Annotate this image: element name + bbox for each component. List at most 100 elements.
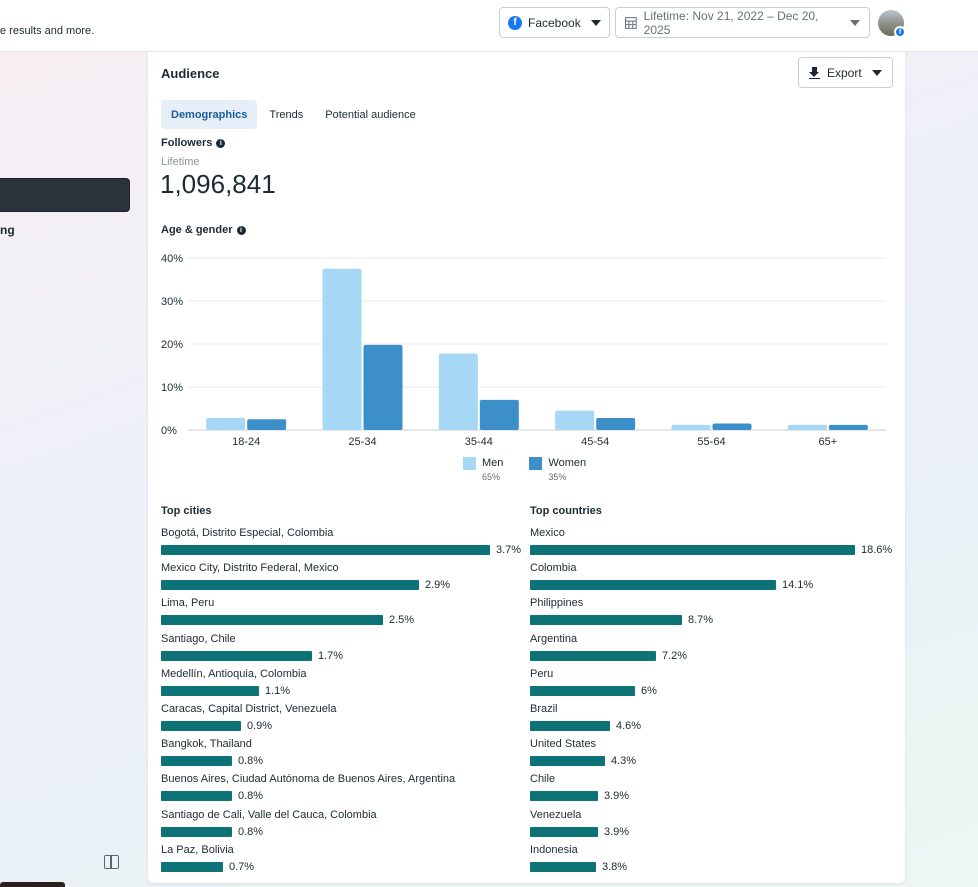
list-item-percent: 3.7% [496,544,522,556]
list-item-bar [530,720,610,731]
info-icon[interactable]: i [216,138,226,148]
legend-item-men[interactable]: Men 65% [463,457,503,482]
x-tick-label: 25-34 [348,436,376,448]
page-subtitle: e results and more. [0,25,95,37]
list-item-percent: 2.5% [389,614,415,627]
list-item: United States 4.3% [530,737,895,772]
list-item-percent: 1.7% [318,649,344,662]
tab-demographics[interactable]: Demographics [161,100,258,129]
list-item-percent: 4.3% [611,755,637,768]
list-item-label: Philippines [530,597,584,610]
chevron-down-icon [872,69,882,76]
legend-swatch-men [463,457,476,470]
list-item-bar [530,650,656,661]
list-item-label: Buenos Aires, Ciudad Autónoma de Buenos … [161,773,456,786]
bar-men-65+[interactable] [787,424,827,430]
legend-pct-men: 65% [482,472,501,482]
bar-men-35-44[interactable] [438,353,478,430]
audience-card: Audience Export Demographics Trends Pote… [148,52,905,883]
list-item: Peru 6% [530,667,895,702]
platform-selector[interactable]: f Facebook [499,7,610,38]
y-tick-label: 0% [161,425,177,437]
top-cities-list: Bogotá, Distrito Especial, Colombia 3.7% M… [161,526,526,878]
list-item-percent: 2.9% [425,579,451,592]
y-tick-label: 30% [161,296,183,308]
list-item-percent: 3.8% [602,860,628,873]
list-item-label: La Paz, Bolivia [161,843,234,856]
sidebar-item-label[interactable]: ng [0,223,15,237]
list-item: Bangkok, Thailand 0.8% [161,737,526,772]
list-item-label: Santiago de Cali, Valle del Cauca, Colom… [161,808,377,821]
list-item: Colombia 14.1% [530,561,895,596]
list-item: Buenos Aires, Ciudad Autónoma de Buenos … [161,772,526,807]
y-tick-label: 10% [161,382,183,394]
list-item: La Paz, Bolivia 0.7% [161,843,526,878]
list-item-label: Chile [530,773,556,786]
audience-tabs: Demographics Trends Potential audience [161,100,428,129]
facebook-badge-icon: f [894,26,906,38]
bar-men-25-34[interactable] [322,268,362,430]
bar-men-45-54[interactable] [555,410,595,430]
followers-count: 1,096,841 [160,169,276,199]
top-countries-list: Mexico 18.6% Colombia 14.1% Philippines 8.7% A… [530,526,895,878]
list-item-percent: 0.8% [238,755,264,768]
bar-women-35-44[interactable] [479,399,519,430]
legend-item-women[interactable]: Women 35% [529,457,586,482]
age-gender-label: Age & gender [161,224,233,236]
tab-potential-audience[interactable]: Potential audience [325,108,416,121]
list-item-bar [161,650,312,661]
list-item-percent: 6% [641,684,657,697]
bar-men-55-64[interactable] [671,424,711,430]
list-item-bar [161,685,259,696]
list-item-percent: 8.7% [688,614,714,627]
export-label: Export [827,65,862,80]
age-gender-chart: 0% 10% 20% 30% 40% 18-24 25-34 35-44 45-54 55-64 6… [161,253,886,448]
bar-men-18-24[interactable] [206,417,246,430]
y-tick-label: 40% [161,253,183,265]
sidebar-dark-button[interactable] [0,178,130,212]
list-item: Santiago, Chile 1.7% [161,632,526,667]
legend-label-women: Women [548,457,587,469]
legend-swatch-women [529,457,543,470]
top-bar: e results and more. f Facebook Lifetime:… [0,0,978,52]
chevron-down-icon [850,19,860,26]
bar-women-18-24[interactable] [247,419,287,430]
list-item-bar [161,826,232,837]
download-icon [809,66,820,79]
list-item-bar [161,791,232,802]
date-range-selector[interactable]: Lifetime: Nov 21, 2022 – Dec 20, 2025 [615,7,870,38]
list-item-bar [161,720,241,731]
list-item-bar [530,580,776,591]
list-item-bar [530,791,598,802]
info-icon[interactable]: i [236,225,246,235]
list-item-label: Caracas, Capital District, Venezuela [161,702,337,715]
list-item-bar [530,545,855,555]
list-item-label: Venezuela [530,808,582,821]
list-item-percent: 3.9% [604,790,630,803]
list-item-label: Medellín, Antioquia, Colombia [161,667,307,680]
x-tick-label: 35-44 [465,436,493,448]
legend-pct-women: 35% [548,472,567,482]
tab-trends[interactable]: Trends [269,108,304,121]
avatar[interactable]: f [878,10,906,38]
list-item-label: Bogotá, Distrito Especial, Colombia [161,527,334,539]
list-item: Indonesia 3.8% [530,843,895,878]
list-item: Mexico 18.6% [530,526,895,561]
bar-women-65+[interactable] [828,424,868,430]
x-tick-label: 65+ [818,436,837,448]
export-button[interactable]: Export [798,57,893,88]
age-gender-heading: Age & gender i [161,224,246,236]
bar-women-45-54[interactable] [596,417,636,430]
list-item-label: Santiago, Chile [161,632,236,645]
list-item-percent: 0.9% [247,719,273,732]
list-item: Caracas, Capital District, Venezuela 0.9% [161,702,526,737]
list-item: Lima, Peru 2.5% [161,596,526,631]
list-item-label: Mexico [530,527,565,539]
bar-women-55-64[interactable] [712,423,752,430]
bar-women-25-34[interactable] [363,344,403,430]
x-tick-label: 45-54 [581,436,609,448]
collapse-panel-icon[interactable] [104,855,119,869]
x-tick-label: 55-64 [697,436,725,448]
list-item-bar [530,861,596,872]
sidebar-bottom-element [0,882,65,887]
